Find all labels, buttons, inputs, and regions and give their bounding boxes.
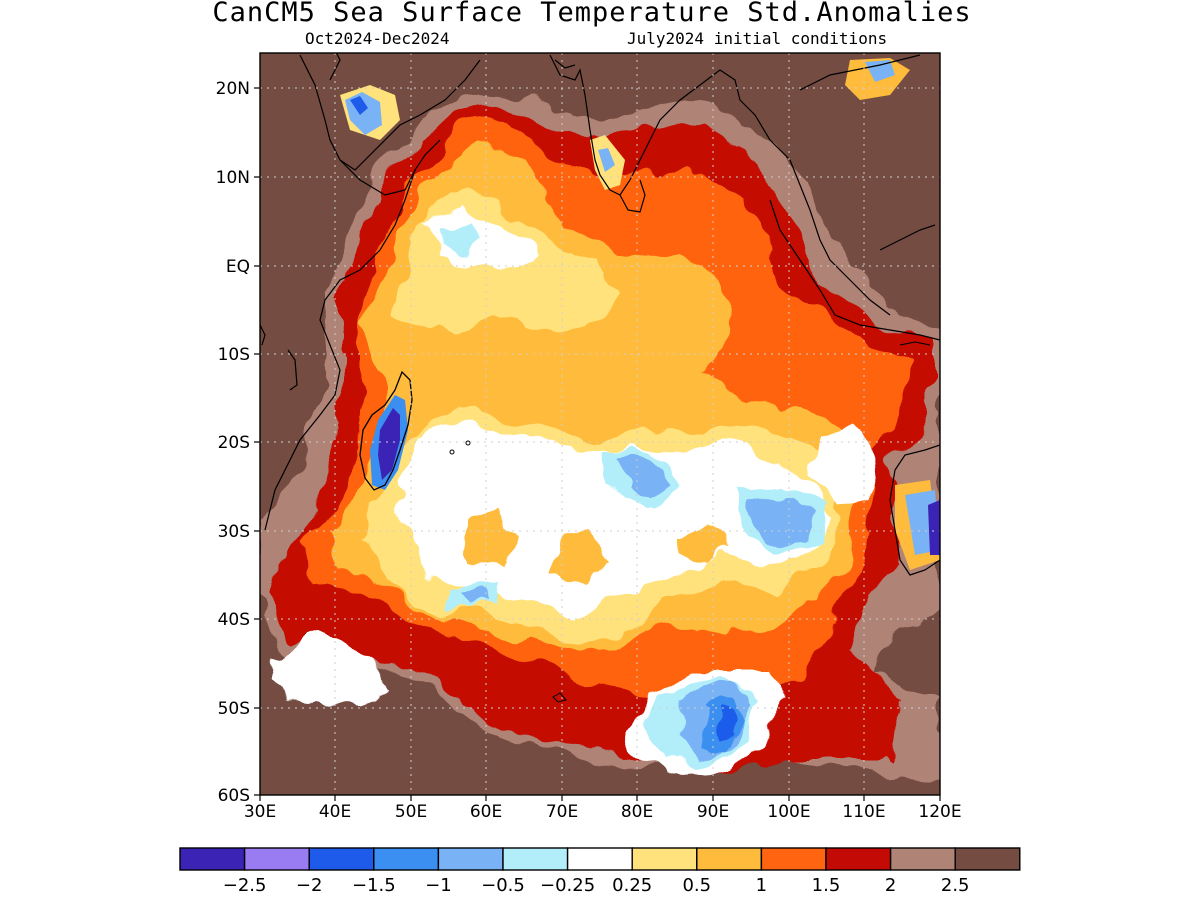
- colorbar-swatch: [308, 847, 375, 871]
- colorbar: [179, 847, 1021, 871]
- colorbar-tick-label: −1: [425, 875, 452, 896]
- lat-label: 50S: [218, 699, 250, 719]
- forecast-period: Oct2024-Dec2024: [305, 29, 450, 48]
- map-frame: [259, 52, 941, 796]
- lon-label: 110E: [842, 802, 885, 822]
- colorbar-tick-label: 1: [756, 875, 767, 896]
- colorbar-tick-label: 2.5: [941, 875, 970, 896]
- initial-conditions: July2024 initial conditions: [627, 29, 888, 48]
- colorbar-tick-label: 0.25: [612, 875, 652, 896]
- colorbar-swatch: [696, 847, 763, 871]
- lon-label: 90E: [697, 802, 729, 822]
- lat-label: 10S: [218, 345, 250, 365]
- chart-title: CanCM5 Sea Surface Temperature Std.Anoma…: [212, 0, 972, 28]
- graticule: [260, 53, 940, 795]
- colorbar-tick-label: 1.5: [812, 875, 841, 896]
- colorbar-tick-label: −1.5: [352, 875, 396, 896]
- lon-label: 70E: [546, 802, 578, 822]
- small-islands: [449, 341, 931, 703]
- lon-label: 30E: [244, 802, 276, 822]
- colorbar-swatch: [502, 847, 569, 871]
- colorbar-swatch: [243, 847, 310, 871]
- madagascar-outline: [359, 370, 413, 491]
- lat-label: 10N: [216, 168, 250, 188]
- colorbar-tick-label: 0.5: [682, 875, 711, 896]
- colorbar-swatch: [373, 847, 440, 871]
- lat-label: 20S: [218, 433, 250, 453]
- lon-label: 40E: [319, 802, 351, 822]
- colorbar-swatch: [760, 847, 827, 871]
- lat-label: 60S: [218, 786, 250, 806]
- colorbar-tick-label: −0.5: [481, 875, 525, 896]
- lon-label: 60E: [470, 802, 502, 822]
- lon-label: 100E: [767, 802, 810, 822]
- lon-label: 120E: [918, 802, 961, 822]
- colorbar-swatch: [889, 847, 956, 871]
- lat-label: 40S: [218, 610, 250, 630]
- colorbar-swatch: [631, 847, 698, 871]
- colorbar-tick-label: −2: [296, 875, 323, 896]
- lon-label: 80E: [621, 802, 653, 822]
- colorbar-swatch: [437, 847, 504, 871]
- colorbar-swatch: [566, 847, 633, 871]
- colorbar-tick-label: 2: [885, 875, 896, 896]
- coastlines: [260, 53, 940, 576]
- lat-label: EQ: [226, 257, 250, 277]
- colorbar-swatch: [825, 847, 892, 871]
- colorbar-tick-label: −0.25: [540, 875, 595, 896]
- colorbar-swatch: [954, 847, 1021, 871]
- sst-anomaly-field: [260, 53, 940, 795]
- lat-label: 30S: [218, 522, 250, 542]
- colorbar-tick-label: −2.5: [223, 875, 267, 896]
- colorbar-swatch: [179, 847, 246, 871]
- lat-label: 20N: [216, 79, 250, 99]
- lon-label: 50E: [395, 802, 427, 822]
